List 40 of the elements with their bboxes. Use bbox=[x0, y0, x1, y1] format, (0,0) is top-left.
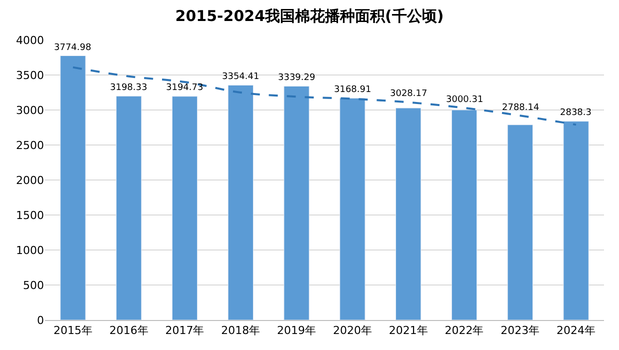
x-tick-label: 2016年 bbox=[109, 324, 148, 338]
y-tick-label: 2500 bbox=[16, 138, 44, 152]
data-label: 3339.29 bbox=[278, 73, 316, 83]
bar bbox=[284, 86, 310, 320]
x-tick-label: 2023年 bbox=[500, 324, 540, 338]
data-label: 3354.41 bbox=[222, 72, 260, 82]
x-tick-label: 2017年 bbox=[165, 324, 204, 338]
x-tick-label: 2018年 bbox=[221, 324, 260, 338]
y-tick-label: 500 bbox=[23, 278, 44, 292]
data-label: 3198.33 bbox=[110, 83, 148, 93]
x-tick-label: 2019年 bbox=[277, 324, 316, 338]
data-label: 3194.73 bbox=[166, 83, 204, 93]
x-tick-label: 2020年 bbox=[332, 324, 372, 338]
bar bbox=[396, 108, 422, 320]
data-label: 3168.91 bbox=[334, 85, 372, 95]
x-tick-label: 2022年 bbox=[444, 324, 484, 338]
x-tick-label: 2021年 bbox=[388, 324, 428, 338]
bar bbox=[60, 56, 86, 320]
y-tick-label: 1000 bbox=[16, 244, 44, 257]
x-tick-label: 2024年 bbox=[556, 324, 596, 338]
bar bbox=[451, 110, 478, 320]
y-tick-label: 2000 bbox=[16, 174, 44, 187]
y-tick-label: 0 bbox=[37, 314, 44, 327]
data-label: 3028.17 bbox=[390, 89, 428, 99]
data-label: 3000.31 bbox=[446, 95, 484, 105]
chart-title: 2015-2024我国棉花播种面积(千公顷) bbox=[175, 7, 444, 25]
bar bbox=[228, 84, 254, 320]
data-label: 2788.14 bbox=[502, 103, 540, 113]
bar bbox=[116, 96, 142, 320]
y-tick-label: 3500 bbox=[16, 68, 44, 82]
y-tick-label: 3000 bbox=[16, 104, 44, 117]
bar bbox=[340, 98, 366, 320]
bar bbox=[507, 124, 533, 320]
y-tick-label: 1500 bbox=[16, 208, 44, 222]
bar bbox=[172, 96, 198, 320]
x-tick-label: 2015年 bbox=[53, 324, 92, 338]
data-label: 2838.3 bbox=[560, 108, 592, 118]
y-tick-label: 4000 bbox=[16, 34, 44, 47]
data-label: 3774.98 bbox=[54, 43, 92, 53]
bar bbox=[563, 121, 589, 320]
